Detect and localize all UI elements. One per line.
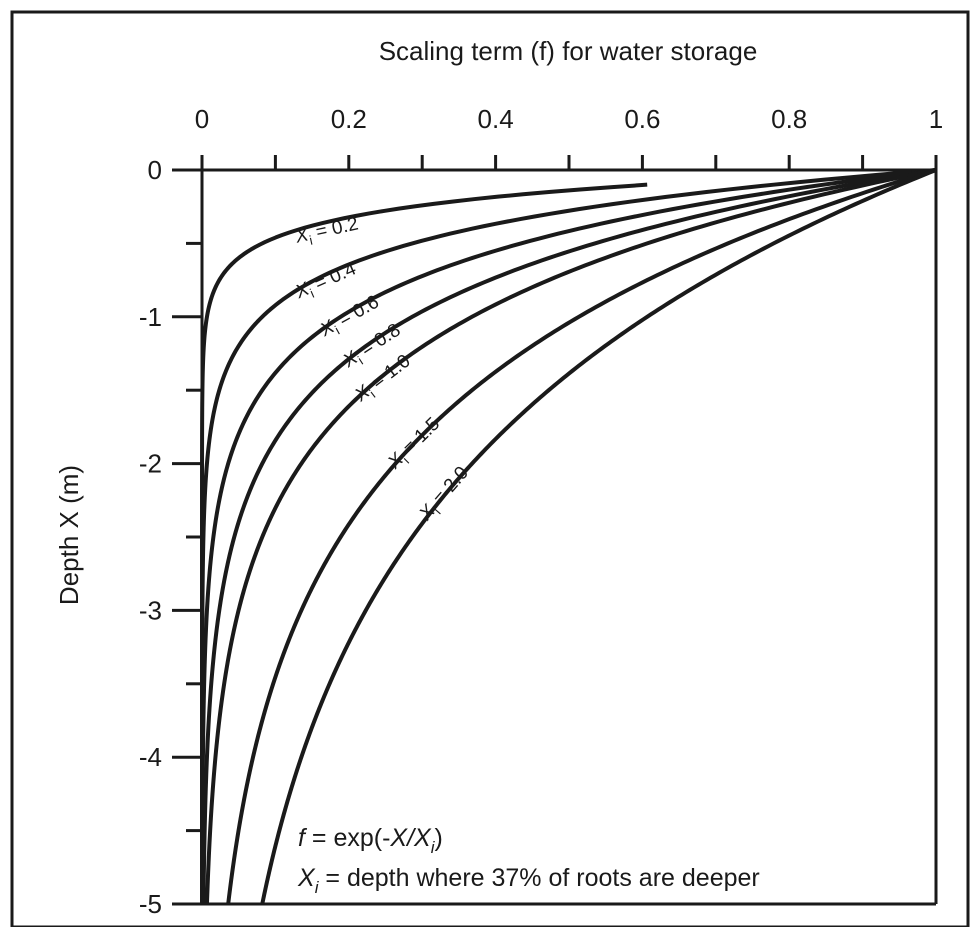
y-tick-label: -3 bbox=[139, 595, 162, 625]
x-tick-label: 0 bbox=[195, 104, 209, 134]
series-line bbox=[226, 168, 937, 905]
x-tick-label: 1 bbox=[929, 104, 943, 134]
curve-label-sub: i bbox=[367, 387, 378, 401]
series-line bbox=[204, 168, 937, 905]
formula-sub: i bbox=[431, 838, 436, 857]
curve-label-var: X bbox=[293, 224, 312, 248]
curves bbox=[200, 168, 937, 905]
x-axis-title: Scaling term (f) for water storage bbox=[379, 36, 758, 66]
y-tick-label: -5 bbox=[139, 889, 162, 919]
definition-annotation: Xi = depth where 37% of roots are deeper bbox=[297, 864, 760, 897]
formula-mid: = exp(- bbox=[305, 824, 390, 852]
curve-label-sub: i bbox=[332, 323, 342, 338]
y-axis-title: Depth X (m) bbox=[54, 465, 84, 605]
series-line bbox=[201, 168, 937, 905]
chart-frame bbox=[10, 10, 970, 927]
series-line bbox=[200, 168, 937, 904]
curve-label-sub: i bbox=[308, 286, 317, 301]
formula-f: f bbox=[298, 824, 308, 852]
series-line bbox=[260, 168, 937, 905]
x-tick-label: 0.6 bbox=[624, 104, 660, 134]
x-tick-label: 0.8 bbox=[771, 104, 807, 134]
y-tick-label: -4 bbox=[139, 742, 162, 772]
x-tick-label: 0.2 bbox=[331, 104, 367, 134]
y-tick-label: -2 bbox=[139, 449, 162, 479]
definition-sub: i bbox=[315, 878, 320, 897]
definition-var: X bbox=[297, 864, 316, 892]
x-tick-label: 0.4 bbox=[478, 104, 514, 134]
definition-text: = depth where 37% of roots are deeper bbox=[318, 864, 759, 892]
formula-end: ) bbox=[434, 824, 442, 852]
curve-label-sub: i bbox=[355, 353, 366, 367]
y-tick-label: -1 bbox=[139, 302, 162, 332]
y-tick-label: 0 bbox=[148, 155, 162, 185]
formula-var: X/X bbox=[389, 824, 432, 852]
curve-label-sub: i bbox=[308, 233, 314, 248]
formula-annotation: f = exp(-X/Xi) bbox=[298, 824, 443, 857]
